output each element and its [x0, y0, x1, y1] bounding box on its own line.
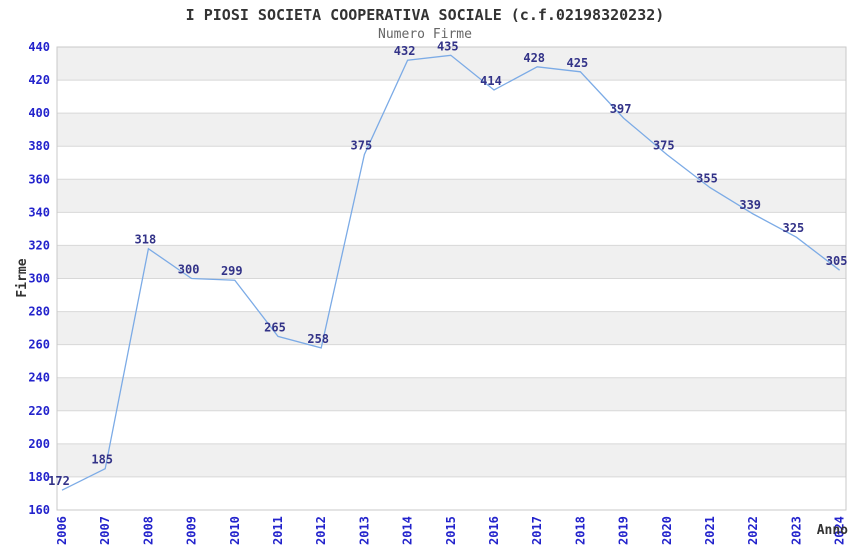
y-tick-label: 220: [28, 404, 50, 418]
x-tick-label: 2024: [833, 516, 847, 545]
y-tick-label: 380: [28, 139, 50, 153]
x-tick-label: 2006: [55, 516, 69, 545]
point-value-label: 172: [48, 474, 70, 488]
plot-band: [57, 113, 846, 147]
x-tick-label: 2021: [703, 516, 717, 545]
point-value-label: 265: [264, 320, 286, 334]
x-tick-label: 2015: [444, 516, 458, 545]
chart-subtitle: Numero Firme: [378, 27, 472, 42]
x-tick-label: 2011: [271, 516, 285, 545]
y-tick-label: 180: [28, 470, 50, 484]
x-tick-label: 2012: [314, 516, 328, 545]
point-value-label: 318: [135, 233, 157, 247]
point-value-label: 300: [178, 263, 200, 277]
y-tick-label: 280: [28, 305, 50, 319]
y-tick-label: 240: [28, 371, 50, 385]
data-line: [61, 54, 840, 491]
y-tick-label: 260: [28, 338, 50, 352]
point-value-label: 428: [523, 51, 545, 65]
point-value-label: 414: [480, 74, 502, 88]
point-value-label: 325: [783, 221, 805, 235]
y-tick-label: 200: [28, 437, 50, 451]
point-value-label: 185: [91, 453, 113, 467]
point-value-label: 299: [221, 264, 243, 278]
point-value-label: 339: [739, 198, 761, 212]
x-tick-label: 2020: [660, 516, 674, 545]
x-axis-title: Anno: [817, 523, 848, 538]
x-tick-label: 2008: [141, 516, 155, 545]
plot-border: [56, 46, 847, 511]
plot-band: [57, 179, 846, 213]
chart-title: I PIOSI SOCIETA COOPERATIVA SOCIALE (c.f…: [185, 6, 665, 24]
point-value-label: 305: [826, 254, 848, 268]
y-tick-label: 400: [28, 106, 50, 120]
x-tick-label: 2017: [530, 516, 544, 545]
x-tick-label: 2010: [228, 516, 242, 545]
x-tick-label: 2022: [746, 516, 760, 545]
plot-band: [57, 443, 846, 477]
y-tick-label: 300: [28, 272, 50, 286]
x-tick-label: 2023: [789, 516, 803, 545]
x-tick-label: 2019: [617, 516, 631, 545]
point-value-label: 258: [307, 332, 329, 346]
point-value-label: 375: [351, 138, 373, 152]
y-tick-label: 320: [28, 238, 50, 252]
point-value-label: 425: [567, 56, 589, 70]
y-tick-label: 340: [28, 205, 50, 219]
x-tick-label: 2009: [185, 516, 199, 545]
y-tick-label: 160: [28, 503, 50, 517]
point-value-label: 375: [653, 138, 675, 152]
x-tick-label: 2016: [487, 516, 501, 545]
x-tick-label: 2018: [573, 516, 587, 545]
point-value-label: 397: [610, 102, 632, 116]
y-axis-title: Firme: [15, 258, 30, 297]
y-tick-label: 420: [28, 73, 50, 87]
y-tick-label: 360: [28, 172, 50, 186]
point-value-label: 435: [437, 39, 459, 53]
x-tick-label: 2007: [98, 516, 112, 545]
x-tick-label: 2014: [401, 516, 415, 545]
plot-band: [57, 377, 846, 411]
plot-band: [57, 47, 846, 81]
plot-band: [57, 245, 846, 279]
plot-band: [57, 311, 846, 345]
point-value-label: 355: [696, 172, 718, 186]
point-value-label: 432: [394, 44, 416, 58]
x-tick-label: 2013: [357, 516, 371, 545]
y-tick-label: 440: [28, 40, 50, 54]
